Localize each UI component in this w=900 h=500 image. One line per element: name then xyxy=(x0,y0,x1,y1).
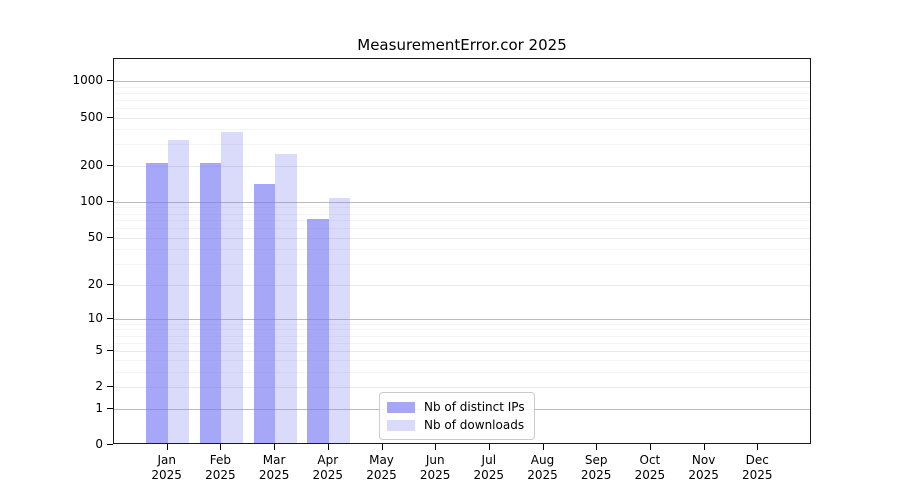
gridline-minor xyxy=(114,144,810,146)
x-axis-tick-mark xyxy=(488,444,490,450)
gridline xyxy=(114,387,810,389)
y-axis-tick-mark xyxy=(107,386,113,388)
x-axis-tick-mark xyxy=(703,444,705,450)
x-axis-tick-label: Jun 2025 xyxy=(419,453,451,482)
y-axis-tick-mark xyxy=(107,200,113,202)
y-axis-tick-label: 20 xyxy=(87,276,103,291)
y-axis-tick-label: 100 xyxy=(80,193,103,208)
x-axis-tick-label: Apr 2025 xyxy=(312,453,344,482)
plot-area: Nb of distinct IPs Nb of downloads xyxy=(113,58,811,444)
gridline xyxy=(114,350,810,352)
gridline-minor xyxy=(114,207,810,209)
x-axis-tick-label: Dec 2025 xyxy=(742,453,773,482)
y-axis-tick-mark xyxy=(107,80,113,81)
y-axis-tick-label: 0 xyxy=(95,437,103,451)
y-axis-tick-mark xyxy=(107,407,113,409)
x-axis-tick-mark xyxy=(542,444,544,450)
y-axis-tick-mark xyxy=(107,116,113,118)
x-axis-tick-mark xyxy=(435,444,437,450)
y-axis-tick-mark xyxy=(107,349,113,351)
gridline xyxy=(114,81,810,82)
gridline xyxy=(114,318,810,320)
y-axis-tick-mark xyxy=(107,317,113,319)
legend-item-distinct-ips: Nb of distinct IPs xyxy=(387,398,525,416)
gridline xyxy=(114,284,810,286)
gridline-minor xyxy=(114,92,810,94)
gridline xyxy=(114,165,810,167)
x-axis-tick-label: Jan 2025 xyxy=(151,453,182,482)
gridline-minor xyxy=(114,107,810,109)
gridline xyxy=(114,117,810,119)
y-axis-tick-mark xyxy=(107,236,113,238)
gridline xyxy=(114,201,810,203)
gridline-minor xyxy=(114,264,810,266)
x-axis-tick-mark xyxy=(166,444,168,450)
y-axis-tick-mark xyxy=(107,164,113,166)
y-axis-tick-label: 50 xyxy=(87,229,103,244)
x-axis-tick-label: Feb 2025 xyxy=(205,453,236,482)
bar-jan-distinct-ips xyxy=(146,163,168,443)
gridline-minor xyxy=(114,335,810,337)
y-axis-tick-label: 2 xyxy=(95,379,103,394)
y-axis-tick-label: 1000 xyxy=(72,73,103,87)
gridline-minor xyxy=(114,360,810,362)
x-axis-tick-label: Nov 2025 xyxy=(688,453,719,482)
y-axis-tick-label: 5 xyxy=(95,342,103,357)
legend-label-downloads: Nb of downloads xyxy=(424,418,525,432)
x-axis-tick-label: Aug 2025 xyxy=(527,453,558,482)
gridline-minor xyxy=(114,323,810,325)
y-axis-tick-label: 1 xyxy=(95,400,103,415)
legend: Nb of distinct IPs Nb of downloads xyxy=(379,392,535,440)
legend-label-distinct-ips: Nb of distinct IPs xyxy=(424,400,525,414)
gridline-minor xyxy=(114,342,810,344)
gridline-minor xyxy=(114,220,810,222)
gridline xyxy=(114,237,810,239)
gridline-minor xyxy=(114,329,810,331)
y-axis-tick-mark xyxy=(107,283,113,285)
bar-apr-distinct-ips xyxy=(307,219,329,443)
gridline-minor xyxy=(114,228,810,230)
gridline-minor xyxy=(114,129,810,131)
x-axis-tick-mark xyxy=(274,444,276,450)
bar-mar-downloads xyxy=(275,153,297,443)
bar-apr-downloads xyxy=(328,198,351,443)
gridline-minor xyxy=(114,249,810,251)
gridline-minor xyxy=(114,99,810,101)
gridline-minor xyxy=(114,86,810,88)
x-axis-tick-mark xyxy=(327,444,329,450)
bar-feb-downloads xyxy=(221,131,243,443)
gridline-minor xyxy=(114,213,810,215)
x-axis-tick-mark xyxy=(596,444,598,450)
legend-swatch-distinct-ips xyxy=(387,401,415,413)
y-axis-tick-label: 500 xyxy=(80,109,103,124)
legend-swatch-downloads xyxy=(387,419,415,431)
x-axis-tick-label: Jul 2025 xyxy=(473,453,505,482)
bar-feb-distinct-ips xyxy=(199,163,222,443)
x-axis-tick-label: Oct 2025 xyxy=(634,453,666,482)
x-axis-tick-mark xyxy=(220,444,222,450)
x-axis-tick-label: May 2025 xyxy=(366,453,397,482)
bar-mar-distinct-ips xyxy=(253,184,276,443)
chart-title: MeasurementError.cor 2025 xyxy=(357,36,567,54)
legend-item-downloads: Nb of downloads xyxy=(387,416,525,434)
x-axis-tick-mark xyxy=(381,444,383,450)
bar-jan-downloads xyxy=(167,140,190,443)
y-axis-tick-label: 200 xyxy=(80,157,103,172)
x-axis-tick-label: Mar 2025 xyxy=(258,453,290,482)
x-axis-tick-mark xyxy=(757,444,759,450)
x-axis-tick-mark xyxy=(649,444,651,450)
gridline-minor xyxy=(114,372,810,373)
x-axis-tick-label: Sep 2025 xyxy=(580,453,612,482)
y-axis-tick-mark xyxy=(107,444,113,445)
y-axis-tick-label: 10 xyxy=(87,310,103,325)
